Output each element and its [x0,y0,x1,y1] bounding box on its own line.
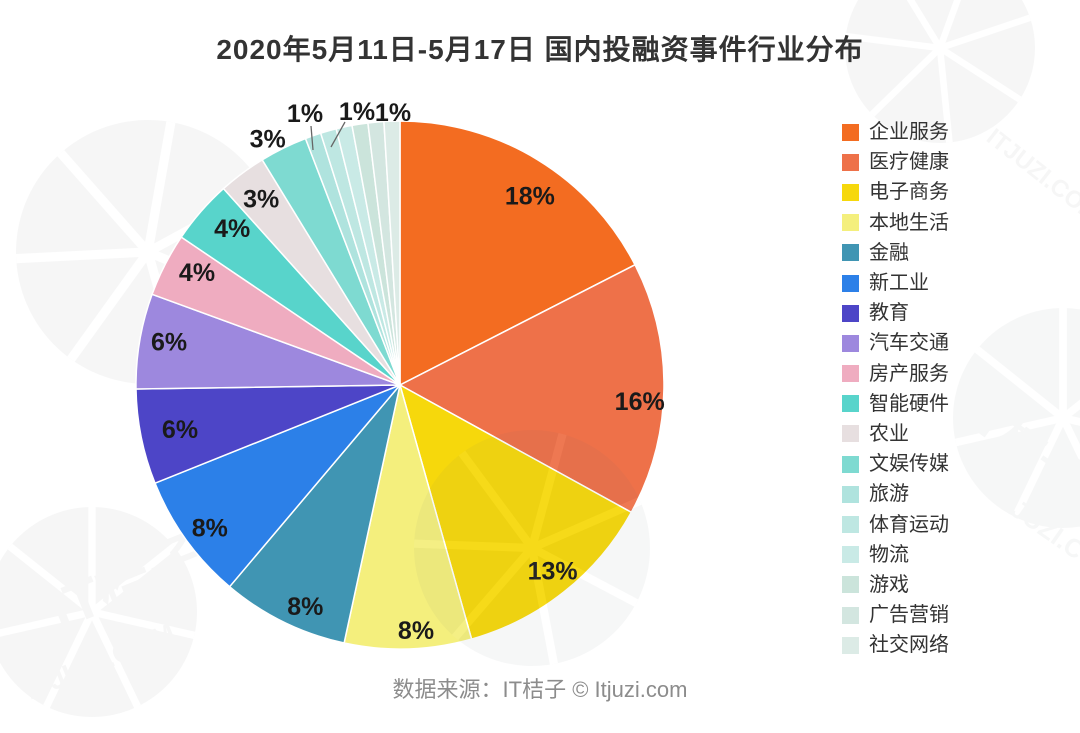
legend-item-金融: 金融 [842,238,949,268]
legend-swatch [842,546,859,564]
legend-swatch [842,395,859,413]
legend-label: 企业服务 [869,121,949,144]
legend-label: 旅游 [869,483,909,506]
legend-swatch [842,636,859,654]
legend-swatch [842,334,859,352]
legend-label: 房产服务 [869,362,949,385]
legend-swatch [842,606,859,624]
legend-item-企业服务: 企业服务 [842,117,949,147]
legend-label: 本地生活 [869,211,949,234]
legend-label: 游戏 [869,573,909,596]
pie-slice-企业服务 [399,120,637,387]
legend-label: 汽车交通 [869,332,949,355]
legend-item-游戏: 游戏 [842,570,949,600]
slice-percent-label-金融: 8% [287,593,323,621]
slice-percent-label-体育运动: 1% [339,98,375,126]
slice-percent-label-农业: 3% [243,186,279,214]
legend-item-汽车交通: 汽车交通 [842,328,949,358]
label-leader-line [330,121,346,148]
slice-percent-label-物流: 1% [375,99,411,127]
legend-item-本地生活: 本地生活 [842,208,949,238]
legend-item-教育: 教育 [842,298,949,328]
slice-percent-label-文娱传媒: 3% [250,125,286,153]
brand-logo-watermark [953,308,1080,528]
slice-percent-label-电子商务: 13% [528,558,578,586]
legend-swatch [842,485,859,503]
legend-label: 新工业 [869,272,929,295]
slice-percent-label-新工业: 8% [192,514,228,542]
legend-label: 智能硬件 [869,392,949,415]
legend-item-医疗健康: 医疗健康 [842,147,949,177]
pie-slice-电子商务 [398,383,633,641]
legend-item-物流: 物流 [842,540,949,570]
slice-percent-label-医疗健康: 16% [615,388,665,416]
legend-swatch [842,304,859,322]
legend-swatch [842,214,859,232]
legend-label: 广告营销 [869,604,949,627]
pie-slice-金融 [228,384,401,644]
legend-swatch [842,123,859,141]
pie-slice-医疗健康 [398,263,665,514]
legend-item-新工业: 新工业 [842,268,949,298]
brand-logo-watermark [0,507,197,717]
legend-item-旅游: 旅游 [842,479,949,509]
legend-label: 教育 [869,302,909,325]
legend-label: 物流 [869,543,909,566]
legend-swatch [842,244,859,262]
legend-swatch [842,455,859,473]
legend-swatch [842,516,859,534]
legend-label: 金融 [869,241,909,264]
legend-swatch [842,365,859,383]
slice-percent-label-企业服务: 18% [505,183,555,211]
legend-item-文娱传媒: 文娱传媒 [842,449,949,479]
legend-item-社交网络: 社交网络 [842,630,949,660]
legend-label: 体育运动 [869,513,949,536]
legend-item-体育运动: 体育运动 [842,509,949,539]
chart-title: 2020年5月11日-5月17日 国内投融资事件行业分布 [216,34,864,65]
slice-percent-label-教育: 6% [162,416,198,444]
legend-item-房产服务: 房产服务 [842,359,949,389]
legend-label: 文娱传媒 [869,453,949,476]
legend-swatch [842,153,859,171]
pie-slice-本地生活 [343,384,473,650]
slice-percent-label-本地生活: 8% [398,617,434,645]
legend: 企业服务医疗健康电子商务本地生活金融新工业教育汽车交通房产服务智能硬件农业文娱传… [842,117,949,660]
legend-swatch [842,425,859,443]
brand-logo-watermark [845,0,1035,143]
legend-item-农业: 农业 [842,419,949,449]
data-source-text: 数据来源：IT桔子 © Itjuzi.com [392,677,688,702]
legend-swatch [842,183,859,201]
slice-percent-label-房产服务: 4% [179,259,215,287]
label-leader-line [310,125,314,151]
pie-slice-新工业 [154,384,401,588]
slice-percent-label-汽车交通: 6% [151,329,187,357]
legend-label: 农业 [869,422,909,445]
legend-label: 医疗健康 [869,151,949,174]
legend-swatch [842,576,859,594]
legend-item-智能硬件: 智能硬件 [842,389,949,419]
legend-item-电子商务: 电子商务 [842,177,949,207]
slice-percent-label-旅游: 1% [287,100,323,128]
pie-slice-社交网络 [383,120,401,386]
legend-label: 社交网络 [869,634,949,657]
legend-swatch [842,274,859,292]
slice-percent-label-智能硬件: 4% [214,215,250,243]
legend-item-广告营销: 广告营销 [842,600,949,630]
legend-label: 电子商务 [869,181,949,204]
brand-logo-watermark [413,430,650,666]
